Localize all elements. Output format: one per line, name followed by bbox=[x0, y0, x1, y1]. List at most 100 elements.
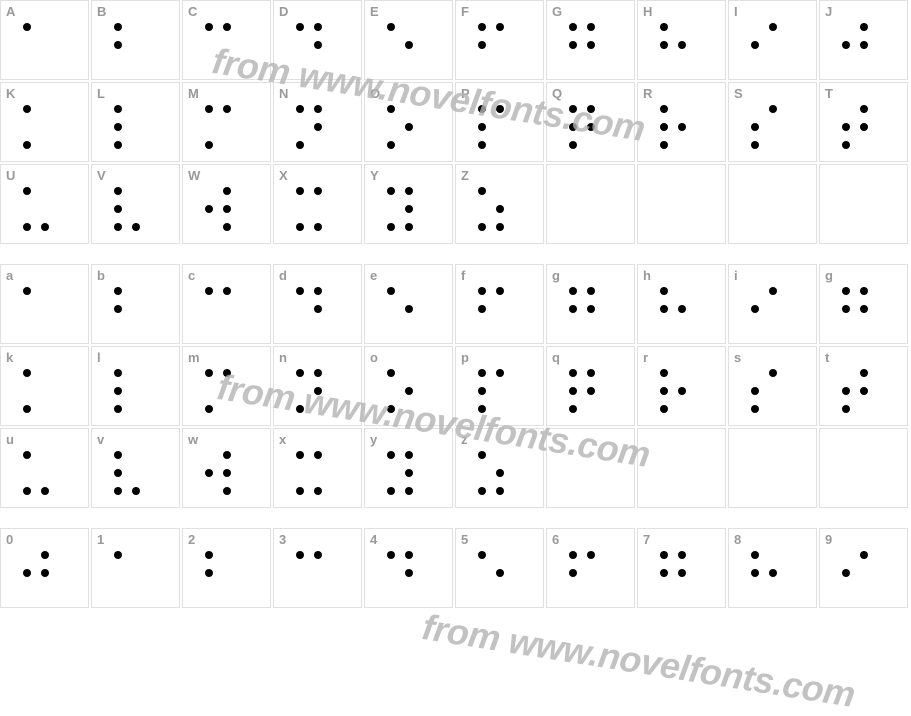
braille-glyph bbox=[456, 429, 543, 507]
braille-glyph bbox=[1, 529, 88, 607]
glyph-cell: 2 bbox=[182, 528, 271, 608]
glyph-cell: g bbox=[819, 264, 908, 344]
table-row: UVWXYZ bbox=[0, 164, 911, 244]
braille-dot bbox=[860, 305, 868, 313]
braille-dot bbox=[496, 23, 504, 31]
braille-dot bbox=[587, 305, 595, 313]
braille-glyph bbox=[729, 529, 816, 607]
braille-dot bbox=[296, 105, 304, 113]
braille-dot bbox=[387, 223, 395, 231]
braille-glyph bbox=[729, 347, 816, 425]
braille-glyph bbox=[729, 429, 816, 507]
braille-glyph bbox=[1, 347, 88, 425]
braille-dot bbox=[478, 387, 486, 395]
braille-dot bbox=[205, 469, 213, 477]
braille-dot bbox=[569, 287, 577, 295]
braille-dot bbox=[114, 369, 122, 377]
braille-dot bbox=[587, 41, 595, 49]
braille-dot bbox=[314, 223, 322, 231]
braille-dot bbox=[314, 305, 322, 313]
braille-glyph bbox=[456, 83, 543, 161]
table-row: 0123456789 bbox=[0, 528, 911, 608]
braille-dot bbox=[23, 405, 31, 413]
braille-dot bbox=[496, 487, 504, 495]
glyph-cell: 9 bbox=[819, 528, 908, 608]
braille-glyph bbox=[547, 1, 634, 79]
braille-dot bbox=[860, 287, 868, 295]
watermark-text: from www.novelfonts.com bbox=[419, 606, 857, 716]
braille-dot bbox=[660, 569, 668, 577]
braille-dot bbox=[387, 141, 395, 149]
braille-dot bbox=[114, 141, 122, 149]
braille-dot bbox=[660, 141, 668, 149]
braille-dot bbox=[751, 123, 759, 131]
glyph-cell: m bbox=[182, 346, 271, 426]
braille-dot bbox=[860, 551, 868, 559]
braille-dot bbox=[496, 469, 504, 477]
braille-glyph bbox=[183, 83, 270, 161]
braille-dot bbox=[23, 187, 31, 195]
braille-dot bbox=[205, 105, 213, 113]
braille-glyph bbox=[638, 83, 725, 161]
table-row: KLMNOPQRST bbox=[0, 82, 911, 162]
braille-dot bbox=[678, 41, 686, 49]
braille-glyph bbox=[92, 347, 179, 425]
braille-dot bbox=[751, 551, 759, 559]
glyph-cell: g bbox=[546, 264, 635, 344]
braille-dot bbox=[205, 551, 213, 559]
braille-glyph bbox=[183, 265, 270, 343]
braille-dot bbox=[405, 551, 413, 559]
braille-dot bbox=[405, 205, 413, 213]
braille-dot bbox=[296, 551, 304, 559]
braille-dot bbox=[751, 141, 759, 149]
glyph-cell: v bbox=[91, 428, 180, 508]
braille-dot bbox=[41, 569, 49, 577]
braille-dot bbox=[660, 287, 668, 295]
glyph-cell: 8 bbox=[728, 528, 817, 608]
braille-dot bbox=[660, 23, 668, 31]
glyph-cell: b bbox=[91, 264, 180, 344]
braille-dot bbox=[114, 187, 122, 195]
braille-dot bbox=[496, 105, 504, 113]
glyph-cell: A bbox=[0, 0, 89, 80]
braille-glyph bbox=[1, 265, 88, 343]
glyph-cell: L bbox=[91, 82, 180, 162]
braille-glyph bbox=[820, 83, 907, 161]
glyph-cell: N bbox=[273, 82, 362, 162]
braille-dot bbox=[842, 287, 850, 295]
braille-dot bbox=[587, 369, 595, 377]
glyph-cell: a bbox=[0, 264, 89, 344]
braille-dot bbox=[223, 287, 231, 295]
braille-dot bbox=[751, 41, 759, 49]
braille-dot bbox=[478, 551, 486, 559]
braille-dot bbox=[496, 205, 504, 213]
braille-glyph bbox=[1, 1, 88, 79]
braille-glyph bbox=[638, 1, 725, 79]
braille-dot bbox=[842, 405, 850, 413]
braille-dot bbox=[114, 451, 122, 459]
braille-dot bbox=[478, 187, 486, 195]
braille-dot bbox=[114, 387, 122, 395]
braille-dot bbox=[114, 551, 122, 559]
braille-dot bbox=[23, 23, 31, 31]
braille-dot bbox=[660, 387, 668, 395]
braille-dot bbox=[132, 487, 140, 495]
braille-glyph bbox=[92, 429, 179, 507]
glyph-cell: S bbox=[728, 82, 817, 162]
braille-glyph bbox=[638, 347, 725, 425]
braille-glyph bbox=[1, 83, 88, 161]
braille-dot bbox=[751, 387, 759, 395]
braille-glyph bbox=[274, 265, 361, 343]
braille-glyph bbox=[729, 165, 816, 243]
glyph-cell: I bbox=[728, 0, 817, 80]
braille-glyph bbox=[729, 1, 816, 79]
braille-glyph bbox=[365, 265, 452, 343]
row-gap bbox=[0, 510, 911, 528]
glyph-cell: r bbox=[637, 346, 726, 426]
glyph-cell: G bbox=[546, 0, 635, 80]
braille-glyph bbox=[183, 165, 270, 243]
braille-dot bbox=[387, 187, 395, 195]
glyph-cell: P bbox=[455, 82, 544, 162]
glyph-cell bbox=[546, 164, 635, 244]
glyph-cell: 7 bbox=[637, 528, 726, 608]
